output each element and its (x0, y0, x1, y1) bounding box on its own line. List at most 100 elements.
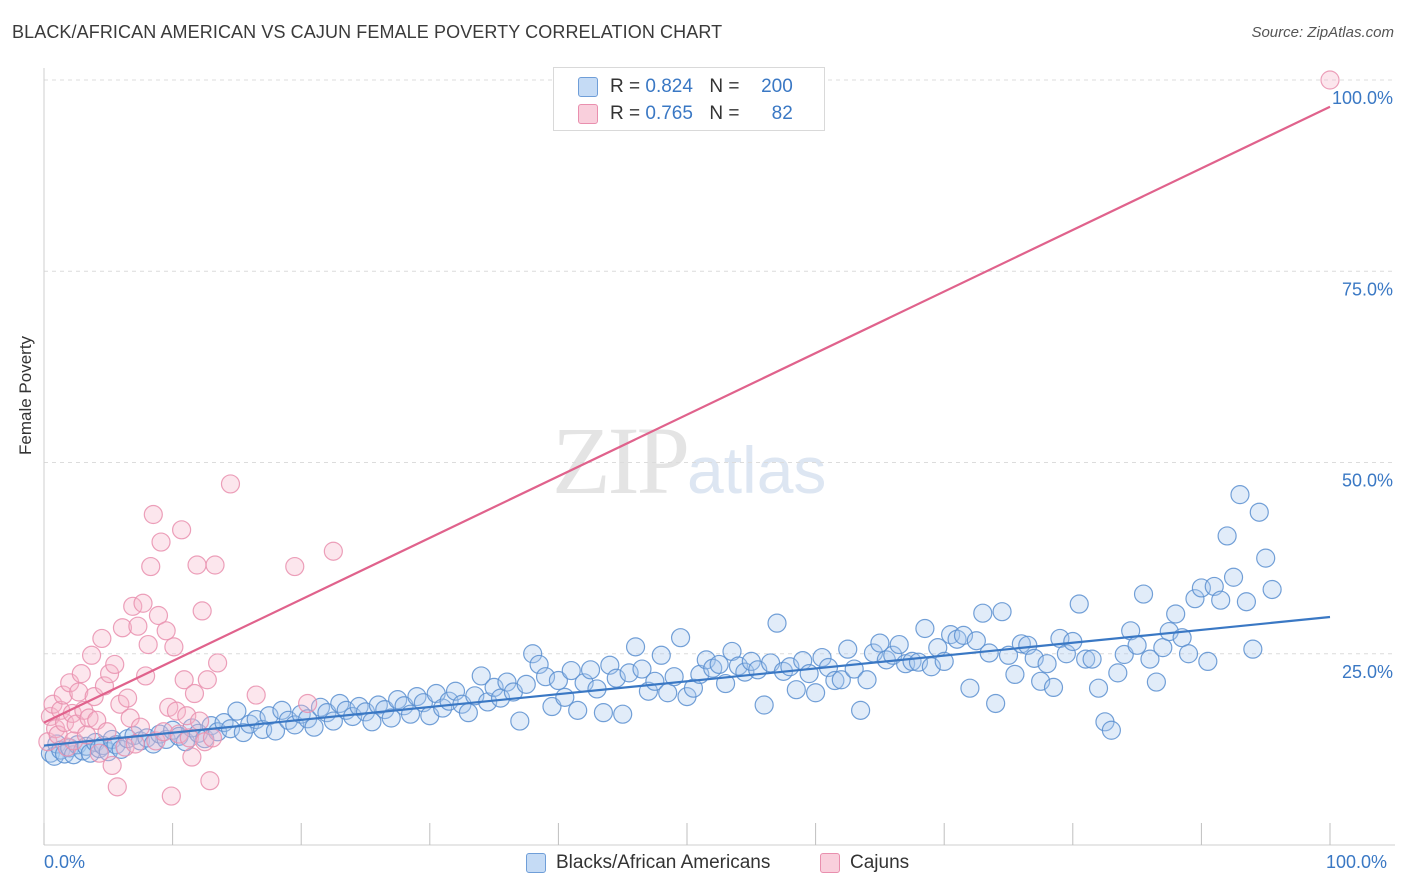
blacks-point (619, 663, 639, 683)
bottom-legend-blacks: Blacks/African Americans (526, 852, 770, 874)
cajuns-point (141, 556, 161, 577)
blacks-point (304, 717, 324, 737)
blacks-point (812, 647, 832, 668)
blacks-point (915, 618, 935, 639)
legend-r-value: 0.765 (645, 103, 693, 124)
y-tick-label: 75.0% (1342, 279, 1393, 299)
blacks-point (709, 654, 729, 675)
blacks-point (510, 711, 530, 731)
blacks-point (805, 683, 826, 703)
cajuns-point (130, 717, 151, 737)
cajuns-point (182, 747, 202, 767)
cajuns-point (166, 701, 187, 721)
blacks-point (484, 677, 504, 698)
blacks-point (658, 683, 678, 703)
cajuns-point (1320, 70, 1340, 90)
blacks-point (966, 631, 986, 651)
blacks-point (851, 700, 871, 720)
legend-row-cajuns: R = 0.765 N = 82 (578, 101, 793, 127)
cajuns-point (323, 541, 343, 561)
cajuns-point (187, 555, 207, 575)
cajuns-point (246, 685, 266, 705)
blacks-point (1243, 639, 1263, 659)
blacks-point (1262, 579, 1282, 600)
blacks-point (799, 664, 819, 684)
blacks-point (1088, 678, 1109, 698)
x-tick-max: 100.0% (1326, 852, 1388, 872)
y-tick-label: 100.0% (1332, 88, 1393, 108)
cajuns-point (208, 653, 228, 673)
blacks-point (1230, 485, 1250, 505)
cajuns-point (102, 755, 122, 776)
bottom-legend-label-cajuns: Cajuns (850, 852, 910, 873)
cajuns-trend-line (43, 105, 1331, 724)
blacks-point (767, 613, 787, 633)
cajuns-point (169, 724, 189, 744)
blacks-point (568, 700, 588, 720)
legend-r-value: 0.824 (645, 76, 693, 97)
cajuns-point (202, 728, 223, 748)
blacks-point (1005, 664, 1025, 685)
blacks-point (535, 667, 556, 687)
axes (43, 68, 1395, 846)
cajuns-point (89, 743, 109, 763)
watermark-atlas: atlas (687, 433, 827, 507)
blacks-point (1178, 644, 1199, 664)
cajuns-point (110, 694, 130, 714)
cajuns-point (138, 634, 158, 655)
legend-swatch-blue (578, 77, 598, 97)
cajuns-point (177, 706, 197, 726)
blacks-point (1076, 649, 1096, 669)
bottom-legend-swatch-pink (820, 853, 840, 873)
legend-n-label: N = (709, 103, 740, 124)
cajuns-point (205, 555, 225, 575)
blacks-point (1101, 720, 1121, 740)
cajuns-point (117, 688, 138, 708)
bottom-legend-cajuns: Cajuns (820, 852, 909, 874)
y-tick-label: 50.0% (1342, 471, 1393, 491)
source-label: Source: ZipAtlas.com (1251, 24, 1394, 41)
series-blacks-points (40, 485, 1282, 766)
cajuns-point (128, 616, 148, 636)
legend-n-value: 82 (771, 103, 793, 124)
cajuns-point (190, 711, 210, 731)
cajuns-point (133, 593, 153, 613)
cajuns-point (79, 708, 99, 728)
cajuns-point (197, 670, 217, 690)
blacks-point (516, 674, 536, 694)
cajuns-point (107, 777, 127, 797)
blacks-point (310, 697, 331, 717)
blacks-point (992, 602, 1012, 622)
blacks-point (953, 625, 974, 645)
blacks-point (1185, 589, 1205, 609)
blacks-point (831, 670, 851, 690)
blacks-point (1223, 567, 1244, 587)
cajuns-point (143, 504, 163, 525)
bottom-legend-swatch-blue (526, 853, 546, 873)
cajuns-point (174, 670, 194, 690)
cajuns-point (69, 682, 89, 702)
legend-n-value: 200 (761, 76, 793, 97)
gridlines (44, 79, 1395, 655)
blacks-point (960, 678, 980, 698)
blacks-point (1256, 548, 1276, 568)
cajuns-point (53, 685, 73, 705)
cajuns-point (71, 664, 91, 684)
cajuns-point (148, 605, 169, 626)
blacks-point (1082, 649, 1102, 669)
trend-lines (43, 105, 1331, 747)
cajuns-point (151, 532, 171, 552)
blacks-point (979, 643, 999, 663)
cajuns-point (97, 722, 117, 742)
blacks-point (548, 670, 569, 691)
legend-r-label: R = (610, 76, 641, 97)
cajuns-point (172, 520, 192, 540)
cajuns-point (285, 556, 305, 577)
blacks-point (825, 670, 845, 691)
blacks-point (1069, 594, 1089, 614)
blacks-point (349, 696, 369, 717)
blacks-point (471, 666, 491, 686)
cajuns-point (298, 693, 318, 714)
chart-title: BLACK/AFRICAN AMERICAN VS CAJUN FEMALE P… (12, 22, 723, 42)
